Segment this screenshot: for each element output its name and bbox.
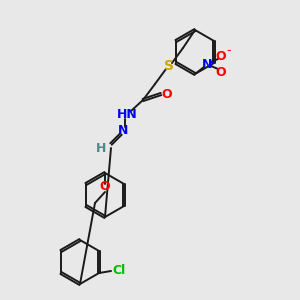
Text: O: O xyxy=(216,65,226,79)
Text: HN: HN xyxy=(117,107,137,121)
Text: -: - xyxy=(227,44,231,58)
Text: O: O xyxy=(100,181,110,194)
Text: S: S xyxy=(164,59,174,73)
Text: Cl: Cl xyxy=(112,263,126,277)
Text: H: H xyxy=(96,142,106,154)
Text: N: N xyxy=(118,124,128,136)
Text: N: N xyxy=(202,58,212,70)
Text: +: + xyxy=(208,60,214,66)
Text: O: O xyxy=(216,50,226,62)
Text: O: O xyxy=(162,88,172,100)
